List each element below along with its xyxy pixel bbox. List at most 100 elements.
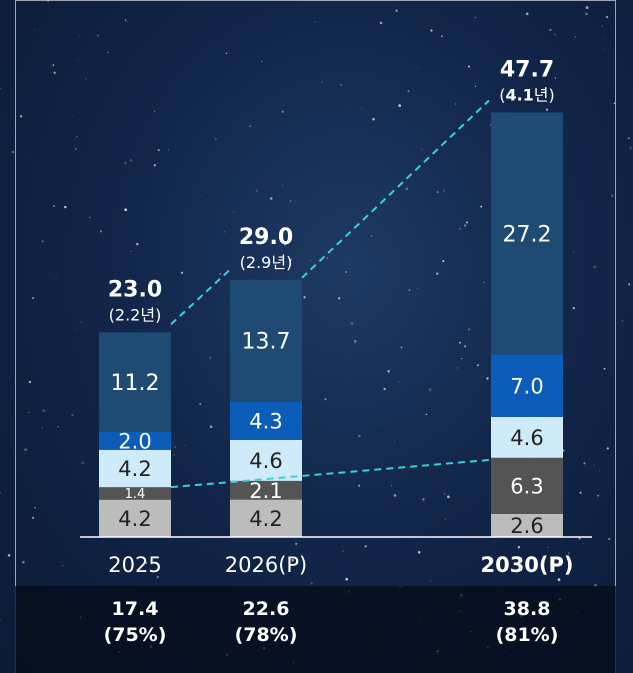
star-dot xyxy=(53,71,56,74)
star-dot xyxy=(156,575,159,579)
star-dot xyxy=(282,185,284,186)
star-dot xyxy=(321,81,323,83)
segment-label: 13.7 xyxy=(242,330,291,355)
star-dot xyxy=(593,265,596,269)
segment-label: 4.6 xyxy=(249,449,282,473)
star-dot xyxy=(461,357,463,360)
star-dot xyxy=(437,411,439,413)
star-dot xyxy=(574,36,577,38)
segment-label: 4.6 xyxy=(510,426,543,450)
star-dot xyxy=(554,33,556,36)
star-dot xyxy=(376,423,378,425)
star-dot xyxy=(225,52,228,54)
star-dot xyxy=(350,322,354,325)
star-dot xyxy=(124,208,128,212)
total-sublabel-part: 2.2 xyxy=(115,305,140,324)
star-dot xyxy=(99,230,103,233)
bar-segment-2030(P)-4 xyxy=(491,112,563,355)
star-dot xyxy=(476,364,480,367)
star-dot xyxy=(372,117,375,121)
category-label-2030: 2030(P) xyxy=(480,553,574,577)
star-dot xyxy=(0,492,1,494)
star-dot xyxy=(290,258,292,261)
total-label: 29.0 xyxy=(239,225,293,250)
total-sublabel-part: 2.9 xyxy=(246,253,271,272)
star-dot xyxy=(183,445,185,446)
star-dot xyxy=(180,271,184,274)
star-dot xyxy=(209,425,213,428)
total-sublabel-part: ( xyxy=(109,305,115,324)
star-dot xyxy=(52,205,55,207)
footer-amount: 17.4 xyxy=(111,598,159,620)
star-dot xyxy=(417,68,419,70)
bar-segment-2026(P)-1 xyxy=(230,480,302,500)
star-dot xyxy=(610,194,614,197)
star-dot xyxy=(621,320,624,322)
star-dot xyxy=(12,151,14,153)
star-dot xyxy=(379,21,383,25)
star-dot xyxy=(312,81,314,83)
star-dot xyxy=(358,434,361,438)
star-dot xyxy=(314,21,316,23)
star-dot xyxy=(345,577,349,581)
star-dot xyxy=(340,83,342,86)
bar-segment-2025-2 xyxy=(99,449,171,488)
star-dot xyxy=(364,545,367,548)
star-dot xyxy=(629,147,632,150)
trend-line-top-1 xyxy=(170,267,233,326)
star-dot xyxy=(32,297,35,300)
star-dot xyxy=(417,288,418,290)
star-dot xyxy=(465,221,469,224)
star-dot xyxy=(627,137,630,140)
star-dot xyxy=(585,6,589,9)
star-dot xyxy=(468,328,471,331)
bar-segment-2025-1 xyxy=(99,487,171,500)
bar-segment-2025-4 xyxy=(99,332,171,432)
star-dot xyxy=(64,205,67,209)
segment-label: 4.2 xyxy=(118,507,151,531)
bar-segment-2026(P)-0 xyxy=(230,499,302,537)
star-dot xyxy=(129,159,133,162)
total-sublabel-part: 년 xyxy=(140,305,155,324)
star-dot xyxy=(41,426,44,429)
star-dot xyxy=(481,185,483,186)
star-dot xyxy=(107,51,109,54)
star-dot xyxy=(75,148,77,150)
star-dot xyxy=(486,377,489,380)
star-dot xyxy=(604,37,605,39)
bar-segment-2026(P)-2 xyxy=(230,440,302,481)
star-dot xyxy=(554,77,557,79)
star-dot xyxy=(354,339,357,343)
star-dot xyxy=(387,369,391,373)
star-dot xyxy=(568,552,570,554)
star-dot xyxy=(80,321,83,323)
segment-label: 2.1 xyxy=(249,479,282,503)
bar-segment-2030(P)-2 xyxy=(491,416,563,458)
total-sublabel-part: ( xyxy=(240,253,246,272)
star-dot xyxy=(572,306,576,310)
segment-label: 1.4 xyxy=(125,487,146,502)
star-dot xyxy=(219,273,222,275)
star-dot xyxy=(547,546,549,548)
star-dot xyxy=(605,15,609,19)
star-dot xyxy=(400,346,403,349)
star-dot xyxy=(269,197,273,200)
star-dot xyxy=(62,564,64,567)
star-dot xyxy=(572,251,575,253)
star-dot xyxy=(5,144,7,146)
trend-line-top-2 xyxy=(301,99,490,279)
star-dot xyxy=(603,48,605,50)
star-dot xyxy=(88,216,91,219)
star-dot xyxy=(261,60,263,63)
star-dot xyxy=(421,148,423,150)
star-dot xyxy=(464,224,467,227)
star-dot xyxy=(55,276,57,278)
star-dot xyxy=(603,367,606,370)
star-dot xyxy=(71,114,73,116)
footer-percent: (81%) xyxy=(495,624,559,646)
star-dot xyxy=(261,211,263,212)
star-dot xyxy=(447,495,450,499)
star-dot xyxy=(585,12,588,16)
star-dot xyxy=(157,149,160,152)
star-dot xyxy=(628,283,631,286)
